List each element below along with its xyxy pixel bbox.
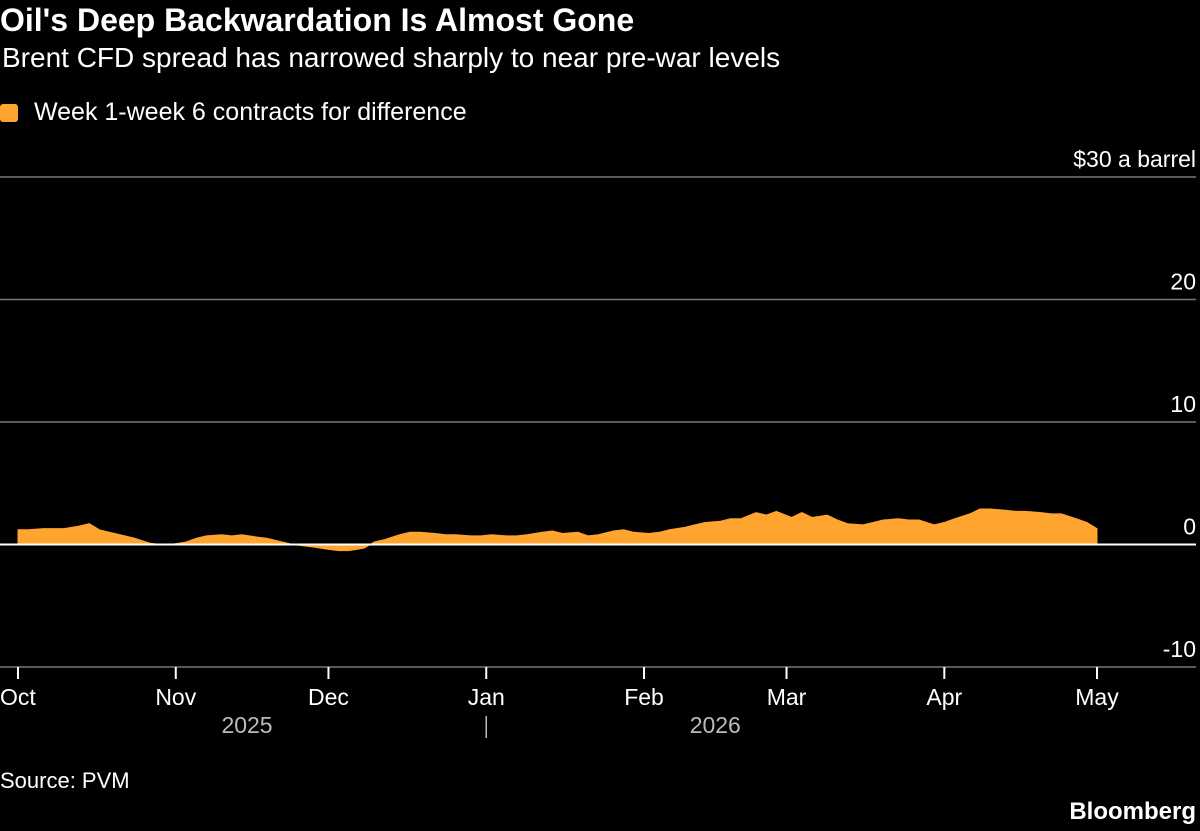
x-tick-label: Dec	[308, 684, 349, 710]
y-tick-label: 20	[1170, 269, 1196, 295]
area-series	[17, 508, 1098, 552]
x-tick-label: Oct	[0, 684, 36, 710]
x-tick-label: May	[1075, 684, 1119, 710]
y-tick-label: 0	[1183, 514, 1196, 540]
x-tick-label: Feb	[624, 684, 664, 710]
year-label: 2026	[690, 712, 741, 738]
x-tick-label: Nov	[155, 684, 196, 710]
bloomberg-logo: Bloomberg	[1069, 798, 1196, 825]
x-tick-label: Apr	[926, 684, 962, 710]
y-tick-label: $30 a barrel	[1073, 146, 1196, 172]
y-tick-label: 10	[1170, 391, 1196, 417]
chart-subtitle: Brent CFD spread has narrowed sharply to…	[2, 42, 781, 73]
legend-swatch	[0, 103, 18, 122]
y-tick-label: -10	[1163, 636, 1196, 662]
legend: Week 1-week 6 contracts for difference	[0, 98, 467, 127]
chart-title: Oil's Deep Backwardation Is Almost Gone	[0, 2, 635, 38]
source-note: Source: PVM	[0, 768, 130, 793]
legend-label: Week 1-week 6 contracts for difference	[34, 98, 467, 126]
x-tick-label: Jan	[468, 684, 505, 710]
x-tick-label: Mar	[767, 684, 807, 710]
year-label: 2025	[221, 712, 272, 738]
